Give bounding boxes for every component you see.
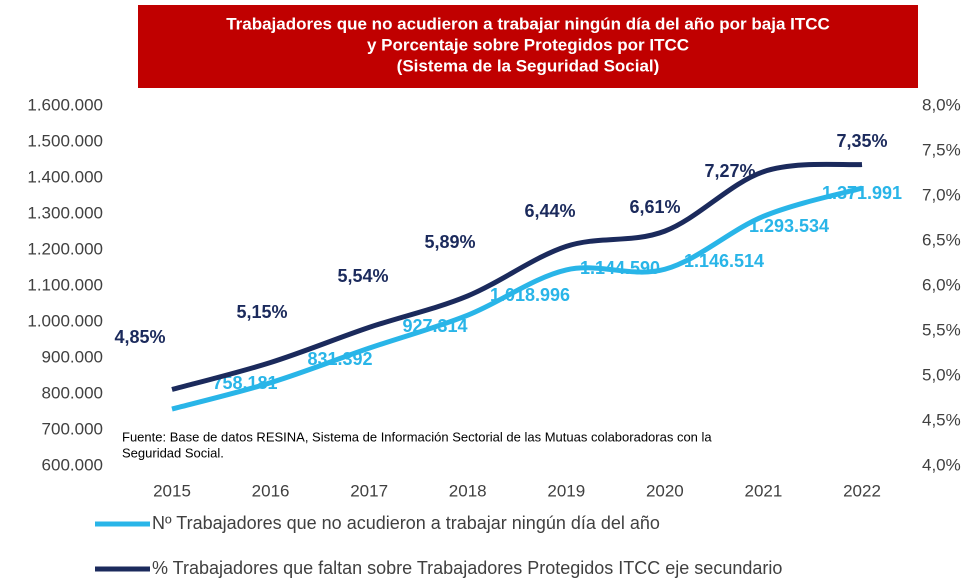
y2-tick-label: 4,5% <box>922 410 961 429</box>
x-tick-label: 2018 <box>449 481 487 500</box>
data-label: 5,54% <box>337 266 388 286</box>
data-label: 7,35% <box>836 131 887 151</box>
y2-tick-label: 4,0% <box>922 455 961 474</box>
y2-tick-label: 5,0% <box>922 365 961 384</box>
legend-label: Nº Trabajadores que no acudieron a traba… <box>152 513 660 533</box>
source-note: Fuente: Base de datos RESINA, Sistema de… <box>122 429 712 444</box>
x-tick-label: 2017 <box>350 481 388 500</box>
y-tick-label: 1.100.000 <box>27 275 103 294</box>
data-label: 1.146.514 <box>684 251 764 271</box>
y-tick-label: 1.300.000 <box>27 203 103 222</box>
y2-tick-label: 8,0% <box>922 95 961 114</box>
y2-tick-label: 5,5% <box>922 320 961 339</box>
data-label: 1.018.996 <box>490 285 570 305</box>
data-label: 7,27% <box>704 161 755 181</box>
y2-tick-label: 6,5% <box>922 230 961 249</box>
x-tick-label: 2019 <box>547 481 585 500</box>
x-tick-label: 2022 <box>843 481 881 500</box>
source-note: Seguridad Social. <box>122 445 224 460</box>
y-tick-label: 1.400.000 <box>27 167 103 186</box>
y-tick-label: 700.000 <box>42 419 103 438</box>
series-line <box>171 185 863 412</box>
y-tick-label: 800.000 <box>42 383 103 402</box>
y2-tick-label: 7,5% <box>922 140 961 159</box>
x-tick-label: 2021 <box>745 481 783 500</box>
y2-tick-label: 6,0% <box>922 275 961 294</box>
y-tick-label: 1.200.000 <box>27 239 103 258</box>
data-label: 1.144.590 <box>580 258 660 278</box>
series-line <box>171 161 863 392</box>
data-label: 927.314 <box>402 316 467 336</box>
legend-label: % Trabajadores que faltan sobre Trabajad… <box>152 558 782 578</box>
data-label: 758.181 <box>212 373 277 393</box>
data-label: 1.293.534 <box>749 216 829 236</box>
y-tick-label: 1.600.000 <box>27 95 103 114</box>
data-label: 5,89% <box>424 232 475 252</box>
x-tick-label: 2020 <box>646 481 684 500</box>
y-tick-label: 1.500.000 <box>27 131 103 150</box>
data-label: 1.371.991 <box>822 183 902 203</box>
data-label: 5,15% <box>236 302 287 322</box>
x-tick-label: 2016 <box>252 481 290 500</box>
y-tick-label: 900.000 <box>42 347 103 366</box>
chart-title: Trabajadores que no acudieron a trabajar… <box>226 14 830 33</box>
data-label: 6,61% <box>629 197 680 217</box>
chart-title: y Porcentaje sobre Protegidos por ITCC <box>367 35 689 54</box>
y-tick-label: 1.000.000 <box>27 311 103 330</box>
y2-tick-label: 7,0% <box>922 185 961 204</box>
chart-title: (Sistema de la Seguridad Social) <box>397 56 660 75</box>
data-label: 4,85% <box>114 327 165 347</box>
title-box <box>138 5 918 88</box>
y-tick-label: 600.000 <box>42 455 103 474</box>
x-tick-label: 2015 <box>153 481 191 500</box>
data-label: 6,44% <box>524 201 575 221</box>
data-label: 831.392 <box>307 349 372 369</box>
